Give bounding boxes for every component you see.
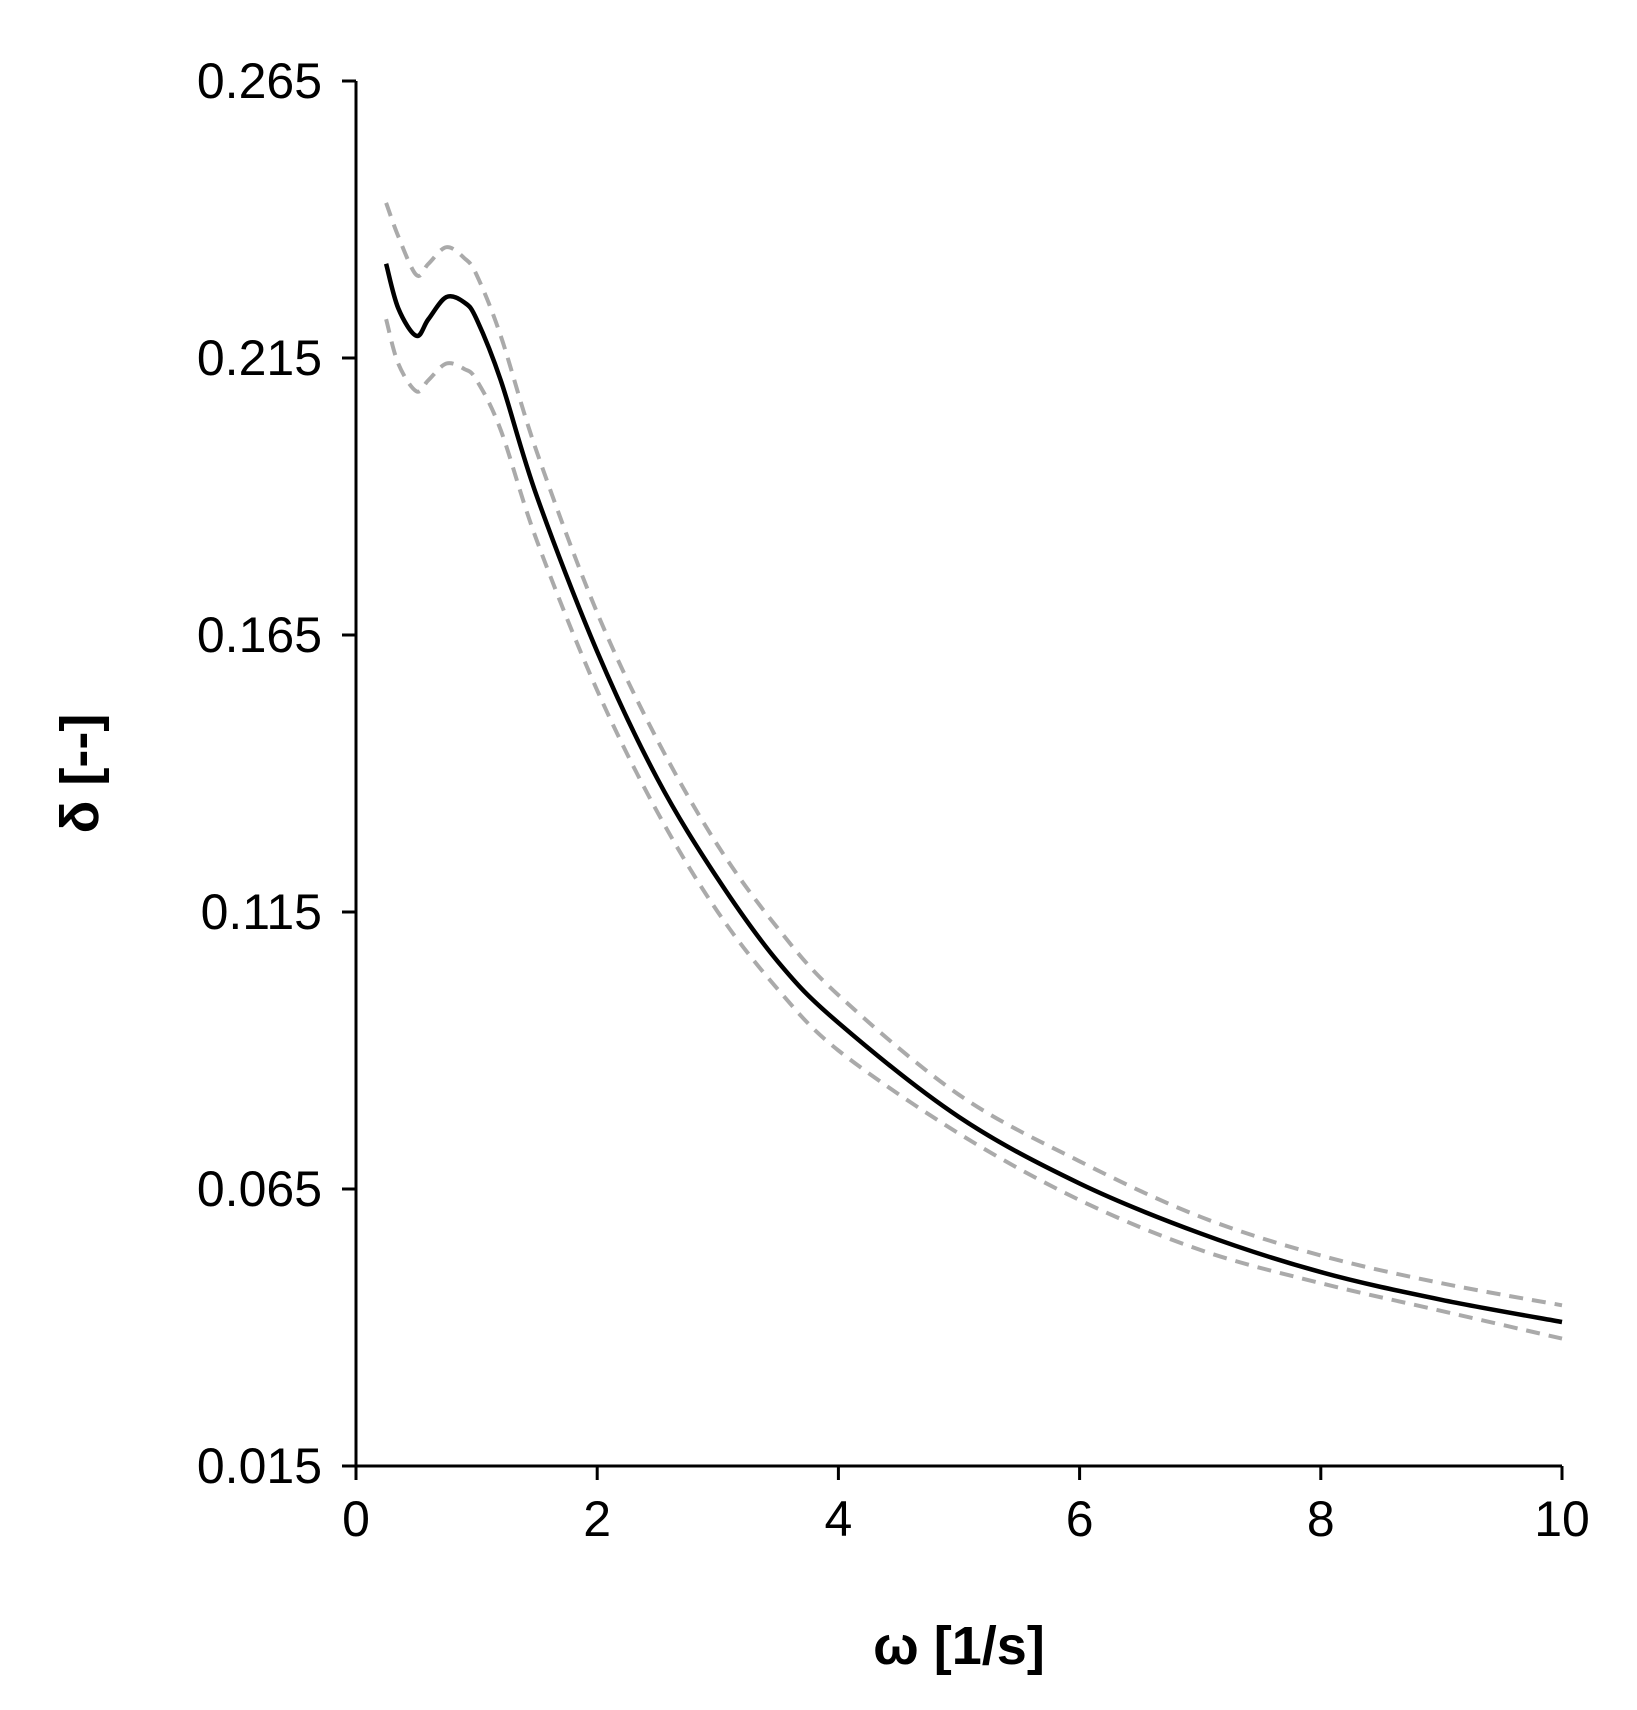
x-tick-label: 10 — [1534, 1491, 1590, 1547]
y-ticks: 0.015 0.065 0.115 0.165 0.215 0.265 — [197, 53, 356, 1494]
x-tick-label: 8 — [1307, 1491, 1335, 1547]
x-axis-title: ω [1/s] — [873, 1616, 1045, 1676]
y-axis-title: δ [--] — [50, 714, 110, 834]
series-layer — [383, 202, 1563, 1341]
y-tick-label: 0.115 — [201, 884, 322, 940]
dashed-bound-line-2 — [384, 318, 1563, 1341]
solid-main-line — [383, 263, 1563, 1325]
y-tick-label: 0.265 — [197, 53, 322, 109]
y-tick-label: 0.015 — [197, 1438, 322, 1494]
x-tick-label: 6 — [1066, 1491, 1094, 1547]
y-tick-label: 0.215 — [197, 330, 322, 386]
x-tick-label: 2 — [583, 1491, 611, 1547]
x-tick-label: 4 — [824, 1491, 852, 1547]
dashed-bound-line-1 — [384, 202, 1563, 1308]
x-ticks: 0 2 4 6 8 10 — [342, 1466, 1590, 1547]
y-tick-label: 0.065 — [197, 1161, 322, 1217]
y-tick-label: 0.165 — [197, 607, 322, 663]
x-tick-label: 0 — [342, 1491, 370, 1547]
